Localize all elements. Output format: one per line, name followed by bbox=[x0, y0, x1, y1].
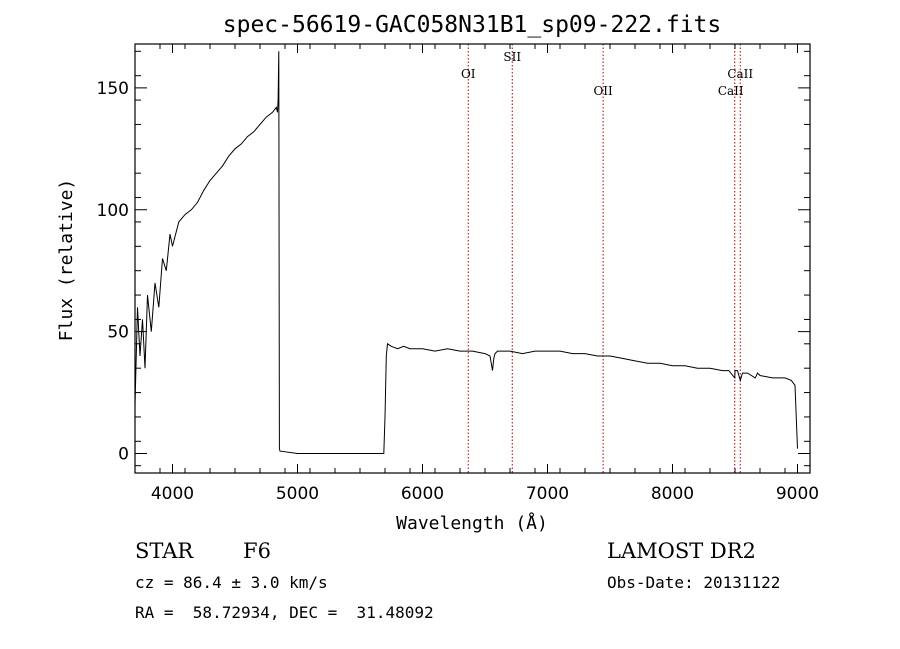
line-label-2: OII bbox=[593, 84, 613, 98]
y-tick-label-0: 0 bbox=[118, 445, 129, 465]
spectral-class: F6 bbox=[243, 539, 271, 563]
redshift-value: cz = 86.4 ± 3.0 km/s bbox=[135, 573, 328, 592]
spectrum-line bbox=[134, 51, 798, 454]
x-tick-label-3: 7000 bbox=[526, 484, 569, 504]
coordinates: RA = 58.72934, DEC = 31.48092 bbox=[135, 603, 434, 622]
x-tick-label-0: 4000 bbox=[151, 484, 194, 504]
y-tick-label-1: 50 bbox=[107, 323, 129, 343]
x-tick-label-4: 8000 bbox=[651, 484, 694, 504]
line-label-0: OI bbox=[461, 67, 476, 81]
object-type: STAR bbox=[135, 539, 194, 563]
line-label-4: CaII bbox=[727, 67, 753, 81]
y-tick-label-3: 150 bbox=[97, 79, 129, 99]
line-label-1: SII bbox=[503, 50, 521, 64]
spectrum-series bbox=[134, 51, 798, 454]
x-tick-label-5: 9000 bbox=[776, 484, 819, 504]
y-axis-label: Flux (relative) bbox=[56, 179, 77, 342]
x-tick-label-2: 6000 bbox=[401, 484, 444, 504]
y-tick-label-2: 100 bbox=[97, 201, 129, 221]
plot-frame bbox=[134, 43, 811, 474]
chart-title: spec-56619-GAC058N31B1_sp09-222.fits bbox=[223, 12, 722, 38]
line-label-3: CaII bbox=[718, 84, 744, 98]
spectral-line-markers: OI SII OII CaII CaII bbox=[461, 44, 753, 473]
observation-date: Obs-Date: 20131122 bbox=[607, 573, 781, 592]
x-axis-label: Wavelength (Å) bbox=[396, 512, 548, 534]
axis-ticks: 4000 5000 6000 7000 8000 9000 0 50 100 150 bbox=[97, 44, 819, 504]
survey-name: LAMOST DR2 bbox=[607, 539, 756, 563]
x-tick-label-1: 5000 bbox=[276, 484, 319, 504]
